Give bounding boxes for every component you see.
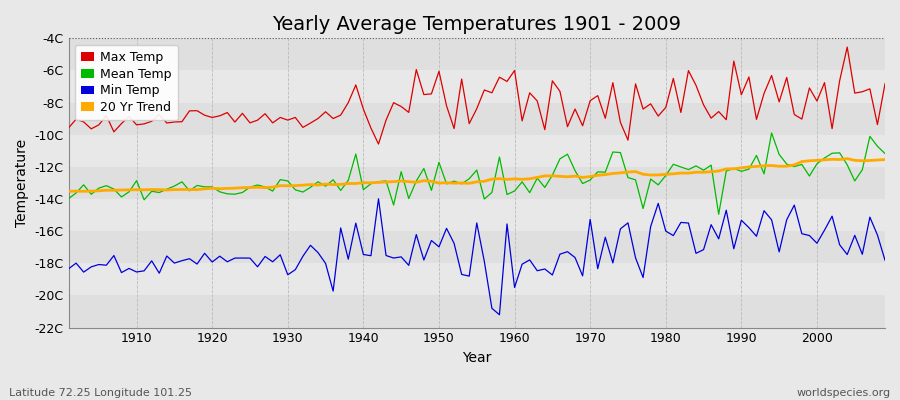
Legend: Max Temp, Mean Temp, Min Temp, 20 Yr Trend: Max Temp, Mean Temp, Min Temp, 20 Yr Tre… <box>75 44 177 120</box>
Text: worldspecies.org: worldspecies.org <box>796 388 891 398</box>
Y-axis label: Temperature: Temperature <box>15 139 29 227</box>
Bar <box>68 231 885 263</box>
Bar <box>68 103 885 135</box>
X-axis label: Year: Year <box>462 351 491 365</box>
Bar <box>68 167 885 199</box>
Title: Yearly Average Temperatures 1901 - 2009: Yearly Average Temperatures 1901 - 2009 <box>273 15 681 34</box>
Bar <box>68 296 885 328</box>
Bar <box>68 38 885 70</box>
Text: Latitude 72.25 Longitude 101.25: Latitude 72.25 Longitude 101.25 <box>9 388 192 398</box>
